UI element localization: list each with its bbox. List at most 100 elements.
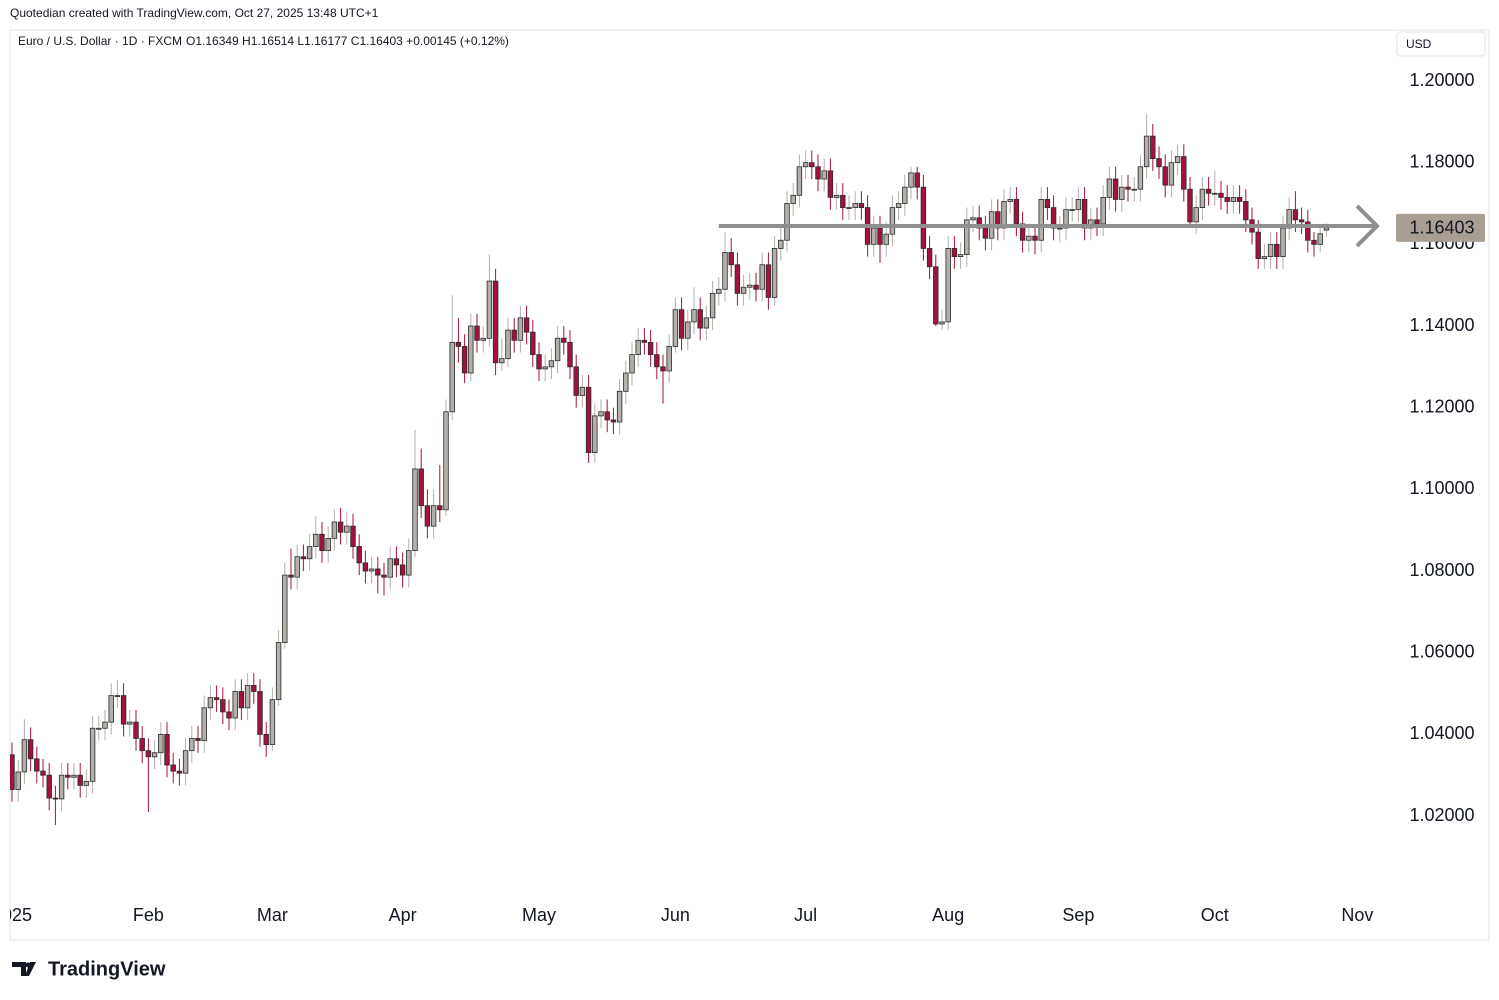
candle-body	[120, 695, 127, 725]
candle-body	[182, 750, 189, 774]
candle-body	[1187, 188, 1193, 223]
candle-body	[71, 774, 77, 778]
candle-body	[1292, 209, 1299, 221]
candle-body	[1106, 178, 1113, 198]
candle-body	[920, 186, 927, 249]
x-tick-label: Sep	[1062, 905, 1094, 925]
candle-body	[40, 770, 46, 776]
candle-body	[802, 162, 809, 168]
candle-body	[1137, 166, 1144, 190]
last-price-box	[1396, 213, 1485, 242]
candle-body	[1162, 166, 1168, 186]
x-tick-label: Aug	[932, 905, 964, 925]
candle-body	[213, 697, 220, 701]
candle-body	[251, 684, 257, 692]
candle-body	[34, 758, 40, 772]
candle-body	[139, 738, 145, 752]
candle-body	[1218, 192, 1224, 198]
candle-body	[976, 217, 982, 229]
candle-body	[77, 774, 83, 786]
candle-body	[1280, 227, 1286, 257]
candle-body	[399, 564, 406, 576]
y-tick-label: 1.10000	[1409, 478, 1474, 498]
candle-body	[189, 738, 195, 752]
candle-body	[579, 386, 586, 396]
candle-body	[164, 733, 170, 766]
candle-body	[375, 568, 381, 576]
candle-body	[474, 325, 480, 341]
candle-body	[734, 264, 741, 294]
candle-body	[827, 170, 834, 198]
y-tick-label: 1.06000	[1409, 641, 1474, 661]
chart-frame	[9, 29, 1490, 941]
x-tick-label: Nov	[1341, 905, 1373, 925]
x-tick-label: Oct	[1201, 905, 1229, 925]
candle-body	[1181, 156, 1187, 190]
candle-body	[771, 248, 778, 298]
y-tick-label: 1.18000	[1409, 151, 1474, 171]
candle-body	[89, 727, 96, 782]
candle-body	[406, 550, 412, 576]
candle-body	[151, 752, 158, 758]
x-tick-label: Jul	[794, 905, 817, 925]
candle-body	[176, 770, 183, 774]
candle-body	[709, 292, 716, 319]
candle-body	[220, 699, 226, 713]
currency[interactable]: USD	[1406, 37, 1432, 51]
candle-body	[350, 525, 356, 547]
candle-body	[1286, 209, 1292, 229]
candle-body	[1032, 235, 1038, 241]
candle-body	[492, 280, 499, 364]
y-tick-label: 1.20000	[1409, 70, 1474, 90]
candle-body	[858, 203, 865, 208]
candle-body	[877, 227, 883, 245]
x-tick-label: 2025	[0, 905, 32, 925]
candle-body	[21, 739, 28, 773]
last-price-label: 1.16403	[1409, 218, 1474, 238]
candle-body	[1193, 207, 1199, 223]
y-tick-label: 1.02000	[1409, 805, 1474, 825]
candle-body	[319, 533, 325, 552]
candle-body	[796, 166, 803, 196]
candle-body	[114, 695, 121, 697]
candle-body	[455, 341, 462, 347]
candle-body	[759, 264, 765, 290]
candle-body	[1088, 219, 1094, 229]
candle-body	[300, 556, 307, 560]
candle-body	[554, 337, 561, 362]
candle-body	[716, 288, 722, 294]
candle-body	[424, 505, 431, 527]
candle-body	[740, 286, 747, 294]
candle-body	[889, 207, 896, 235]
candle-body	[697, 309, 703, 329]
plot-area: 2025 Feb Mar Apr May Jun Jul Aug Sep Oct Nov	[0, 113, 1373, 925]
candle-body	[418, 468, 424, 507]
candle-body	[765, 264, 772, 298]
candle-body	[561, 337, 567, 343]
candle-body	[629, 354, 635, 374]
candle-body	[536, 354, 542, 370]
candle-body	[604, 411, 610, 421]
candle-body	[1044, 199, 1051, 208]
candle-body	[1075, 199, 1082, 211]
candle-body	[902, 186, 908, 204]
candle-body	[1255, 231, 1261, 260]
candle-body	[833, 194, 840, 198]
candle-body	[926, 248, 933, 268]
candle-body	[1050, 207, 1057, 229]
y-tick-label: 1.04000	[1409, 723, 1474, 743]
candle-body	[505, 329, 511, 360]
ohlc-text: O1.16349 H1.16514 L1.16177 C1.16403 +0.0…	[186, 34, 509, 48]
candle-body	[1156, 158, 1162, 168]
candle-body	[846, 207, 852, 209]
y-tick-label: 1.12000	[1409, 396, 1474, 416]
candle-body	[263, 733, 269, 745]
candle-body	[840, 194, 846, 208]
candle-body	[1013, 199, 1020, 225]
candle-body	[412, 468, 418, 552]
candle-body	[908, 172, 914, 188]
candle-body	[914, 172, 920, 188]
currency-box[interactable]	[1396, 31, 1486, 57]
y-tick-label: 1.14000	[1409, 315, 1474, 335]
